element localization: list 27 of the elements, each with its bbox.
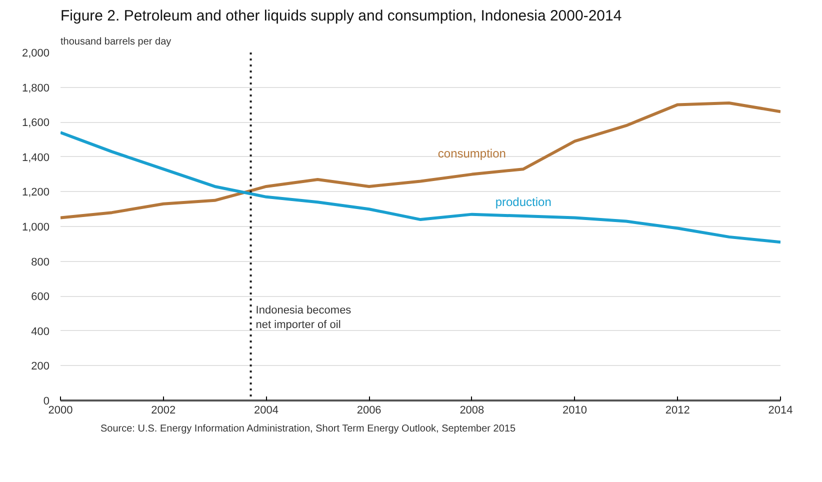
chart-subtitle: thousand barrels per day — [60, 36, 172, 48]
series-label: consumption — [438, 146, 506, 160]
x-tick-label: 2010 — [562, 404, 588, 416]
y-tick-label: 1,600 — [22, 117, 50, 130]
ref-line-label: Indonesia becomes net importer of oil — [256, 304, 352, 331]
x-tick-label: 2006 — [356, 404, 382, 416]
chart-title: Figure 2. Petroleum and other liquids supply and consumption, Indonesia 2000-2014 — [60, 8, 622, 24]
line-series — [60, 101, 780, 220]
x-tick-label: 2004 — [254, 404, 278, 416]
line-series — [60, 131, 780, 244]
y-tick-label: 400 — [31, 326, 50, 338]
y-tick-label: 1,000 — [22, 222, 50, 234]
y-tick-label: 1,800 — [22, 82, 50, 94]
source-note: Source: U.S. Energy Information Administration, Short Term Energy Outlook, September 2015 — [100, 424, 516, 434]
y-tick-label: 2,000 — [22, 48, 50, 60]
y-tick-label: 1,400 — [22, 152, 50, 164]
y-tick-label: 800 — [31, 256, 50, 268]
x-tick-label: 2012 — [665, 404, 690, 416]
y-tick-label: 1,200 — [22, 186, 50, 199]
x-tick-label: 2014 — [768, 404, 793, 416]
x-tick-label: 2000 — [48, 404, 73, 416]
x-tick-label: 2002 — [151, 404, 176, 416]
y-tick-label: 0 — [43, 396, 50, 408]
y-tick-label: 600 — [31, 291, 50, 304]
series-label: production — [495, 195, 552, 210]
x-tick-label: 2008 — [460, 404, 484, 416]
y-tick-label: 200 — [31, 360, 50, 373]
